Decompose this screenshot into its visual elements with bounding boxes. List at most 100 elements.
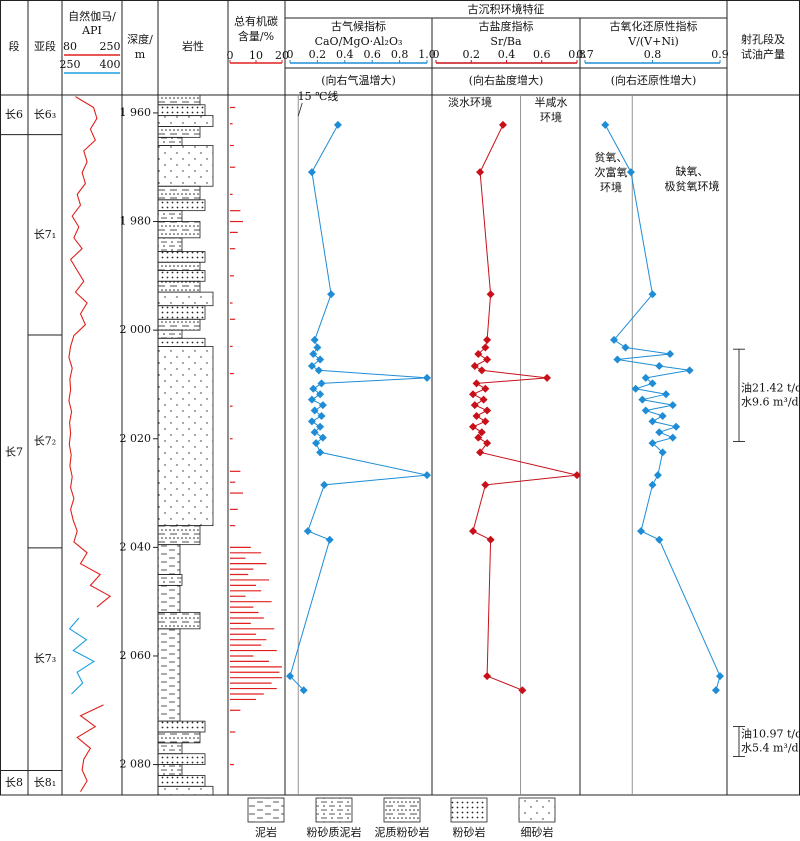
sample-marker (286, 672, 294, 681)
reference-label: 环境 (600, 180, 622, 194)
sample-marker (472, 379, 481, 388)
lithology-layer (157, 270, 206, 282)
sample-marker (310, 428, 319, 437)
gamma-scale-label: 400 (100, 58, 121, 71)
lithology-layer (157, 329, 183, 339)
indicator-tick-label: 0 (287, 48, 294, 61)
sample-marker (481, 480, 490, 489)
sample-marker (474, 350, 483, 359)
sample-marker (310, 335, 319, 344)
sample-marker (672, 422, 681, 431)
sample-marker (543, 373, 552, 382)
sample-marker (648, 290, 657, 299)
sample-marker (666, 350, 675, 359)
sample-marker (711, 686, 720, 695)
sample-marker (307, 417, 316, 426)
sample-marker (423, 471, 431, 480)
lithology-layer (157, 237, 183, 252)
toc-tick-label: 10 (249, 49, 263, 62)
sample-marker (470, 361, 479, 370)
lithology-layer (157, 753, 206, 765)
sample-marker (483, 355, 492, 364)
sample-marker (477, 428, 486, 437)
lithology-layer (157, 126, 201, 138)
formation-label: 长7₁ (34, 228, 56, 241)
lithology-layer (157, 544, 181, 575)
sample-marker (316, 422, 325, 431)
sample-marker (317, 411, 326, 420)
sample-marker (601, 120, 610, 129)
sample-marker (638, 395, 647, 404)
sample-marker (316, 448, 325, 457)
sample-marker (668, 433, 677, 442)
formation-label: 长6₃ (34, 108, 56, 121)
sample-marker (658, 448, 667, 457)
sample-marker (648, 417, 657, 426)
sample-marker (483, 406, 492, 415)
indicator-tick-label: 0.8 (644, 48, 662, 61)
lithology-layer (157, 785, 214, 796)
indicator-curve (604, 124, 721, 691)
sample-marker (469, 390, 478, 399)
table-frame (0, 0, 800, 796)
sample-marker (655, 428, 664, 437)
formation-label: 长6 (5, 108, 23, 121)
sample-marker (637, 527, 646, 536)
indicator-tick-label: 0.6 (363, 48, 381, 61)
sample-marker (486, 290, 495, 299)
sample-marker (469, 527, 478, 536)
lithology-layer (157, 731, 201, 744)
reference-label: 次富氧 (595, 165, 628, 179)
lithology-layer (157, 291, 214, 307)
formation-label: 长7 (5, 446, 23, 459)
header-stage: 段 (9, 39, 20, 53)
header-perforation: 试油产量 (741, 47, 785, 61)
depth-tick-label: 2 020 (120, 432, 152, 445)
indicator-trend: (向右气温增大) (321, 73, 396, 87)
header-lithology: 岩性 (182, 39, 204, 53)
sample-marker (655, 361, 664, 370)
sample-marker (498, 120, 507, 129)
header-toc: 总有机碳 (234, 14, 278, 28)
indicator-tick-label: 0.2 (309, 48, 327, 61)
sample-marker (648, 379, 657, 388)
gamma-curve (68, 617, 95, 695)
sample-marker (320, 480, 329, 489)
sample-marker (626, 168, 635, 177)
legend-swatch (247, 797, 285, 823)
reference-label: 极贫氧环境 (665, 179, 720, 193)
gamma-scale-label: 250 (60, 58, 81, 71)
indicator-curve (289, 124, 428, 691)
sample-marker (303, 527, 312, 536)
sample-marker (483, 439, 492, 448)
depth-tick-label: 1 980 (120, 215, 152, 228)
lithology-layer (157, 185, 201, 201)
perforation-label: 水9.6 m³/d (741, 395, 799, 408)
depth-tick-label: 1 960 (120, 106, 152, 119)
lithology-layer (157, 136, 183, 146)
sample-marker (648, 480, 657, 489)
sample-marker (621, 343, 630, 352)
lithology-layer (157, 337, 206, 347)
sample-marker (641, 373, 650, 382)
header-gamma: API (81, 24, 102, 37)
depth-tick-label: 2 060 (120, 649, 152, 662)
legend-label: 细砂岩 (521, 825, 554, 839)
formation-label: 长8 (5, 776, 23, 789)
sample-marker (481, 384, 490, 393)
reference-label: 缺氧、 (676, 164, 709, 178)
reference-label: 半咸水 (535, 95, 568, 109)
lithology-layer (157, 210, 183, 222)
indicator-title: 古盐度指标 (479, 19, 534, 33)
gamma-curve (68, 96, 112, 792)
indicator-trend: (向右盐度增大) (469, 73, 544, 87)
indicator-formula: V/(V+Ni) (627, 35, 679, 48)
toc-tick-label: 20 (275, 49, 289, 62)
sample-marker (610, 335, 619, 344)
sample-marker (662, 390, 670, 399)
sample-marker (314, 366, 323, 375)
sample-marker (655, 535, 664, 544)
legend-label: 泥岩 (255, 825, 277, 839)
